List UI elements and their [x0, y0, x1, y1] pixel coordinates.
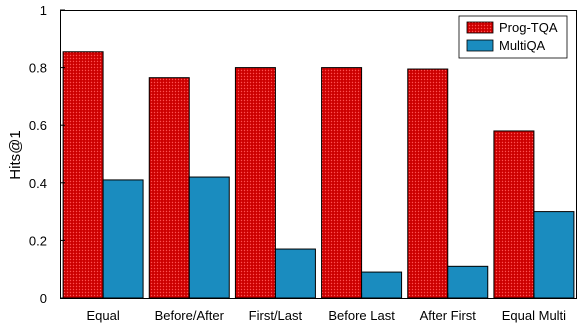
bar-multiqa-5: [533, 211, 575, 299]
y-tick-label: 0.6: [29, 118, 47, 133]
x-tick-label: Equal Multi: [502, 308, 566, 323]
x-tick-label: Before/After: [155, 308, 225, 323]
bar-prog-tqa-3: [321, 67, 363, 299]
bar-multiqa-4: [447, 265, 489, 299]
bar-multiqa-3: [361, 271, 403, 299]
x-tick-label: After First: [420, 308, 477, 323]
bar-multiqa-1: [188, 176, 230, 299]
bar-multiqa-2: [274, 248, 316, 299]
bars-group: [62, 51, 575, 299]
bar-prog-tqa-5: [493, 130, 535, 299]
y-tick-label: 0.2: [29, 233, 47, 248]
y-tick-label: 0.8: [29, 61, 47, 76]
x-tick-label: First/Last: [249, 308, 303, 323]
legend-swatch-prog-tqa: [466, 21, 494, 34]
bar-multiqa-0: [102, 179, 144, 299]
legend-swatch-multiqa: [466, 39, 494, 52]
bar-prog-tqa-1: [148, 77, 190, 299]
x-axis-ticks: Equal Before/After First/Last Before Last Af…: [86, 293, 566, 323]
bar-prog-tqa-2: [234, 67, 276, 299]
x-tick-label: Before Last: [328, 308, 395, 323]
y-tick-label: 0: [40, 291, 47, 306]
y-axis-title: Hits@1: [7, 130, 24, 179]
legend-label-multiqa: MultiQA: [499, 38, 546, 53]
x-tick-label: Equal: [86, 308, 119, 323]
bar-prog-tqa-0: [62, 51, 104, 299]
y-axis-ticks: 0 0.2 0.4 0.6 0.8 1: [29, 3, 65, 306]
bar-prog-tqa-4: [407, 68, 449, 299]
y-tick-label: 1: [40, 3, 47, 18]
legend-label-prog-tqa: Prog-TQA: [499, 20, 558, 35]
legend: Prog-TQA MultiQA: [458, 15, 568, 59]
y-tick-label: 0.4: [29, 176, 47, 191]
